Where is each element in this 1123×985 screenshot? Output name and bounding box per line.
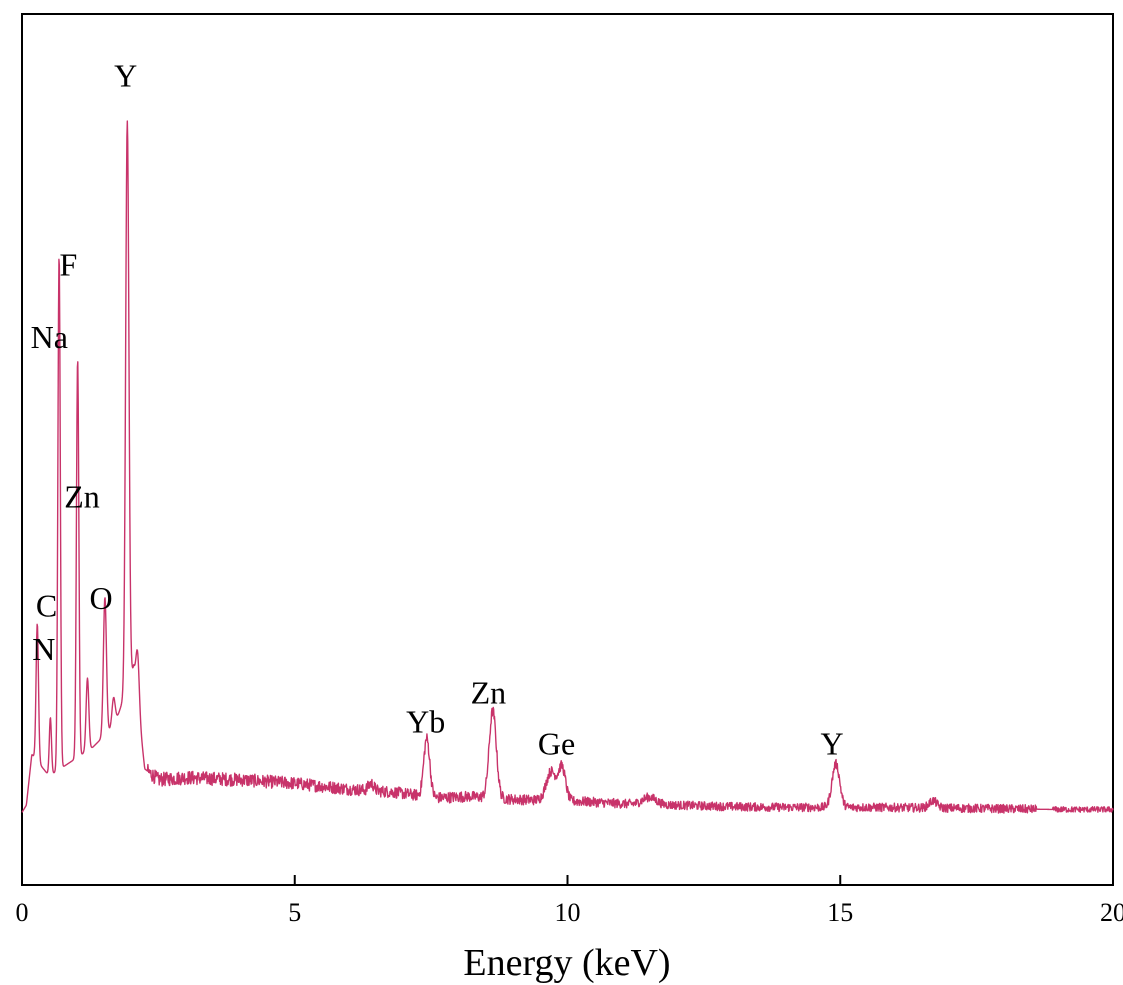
peak-label: C <box>36 587 57 623</box>
x-axis-title: Energy (keV) <box>463 942 670 984</box>
x-axis-ticks: 0 5 10 15 20 <box>16 875 1123 927</box>
peak-label: Zn <box>471 675 507 711</box>
peak-label: O <box>90 580 113 616</box>
peak-label: Zn <box>64 479 100 515</box>
x-tick-label: 5 <box>288 898 301 927</box>
x-tick-label: 15 <box>827 898 853 927</box>
peak-label: Ge <box>538 725 575 761</box>
peak-annotations: Y F Na Zn OCN Yb Zn Ge Y <box>31 58 844 762</box>
spectrum-line <box>21 120 1114 814</box>
peak-label: Y <box>821 725 844 761</box>
x-tick-label: 0 <box>16 898 29 927</box>
x-tick-label: 20 <box>1100 898 1123 927</box>
peak-label: Yb <box>406 704 445 740</box>
peak-label: Na <box>31 319 68 355</box>
peak-label: F <box>59 246 77 282</box>
peak-label: N <box>32 631 55 667</box>
x-tick-label: 10 <box>555 898 581 927</box>
peak-label: Y <box>114 58 137 94</box>
